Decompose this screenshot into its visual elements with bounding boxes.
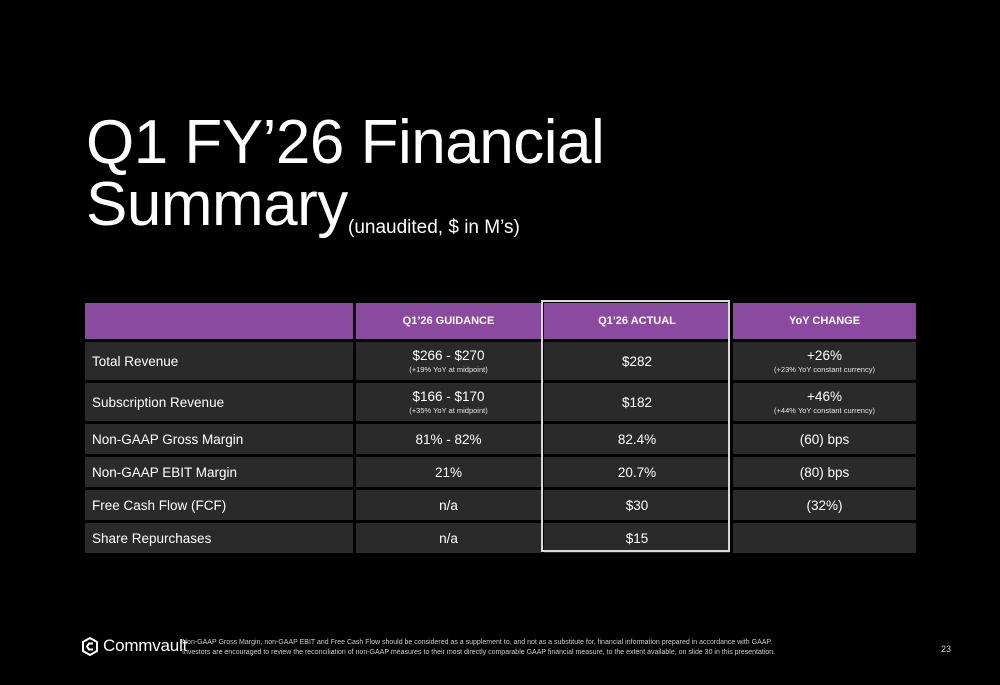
slide-title: Q1 FY’26 Financial Summary xyxy=(86,108,605,239)
actual-value: $282 xyxy=(544,342,730,380)
guidance-value: $266 - $270 xyxy=(412,348,485,363)
yoy-note: (+44% YoY constant currency) xyxy=(774,406,875,415)
yoy-value: +46% xyxy=(807,389,842,404)
actual-value: $30 xyxy=(544,490,730,520)
guidance-value: 21% xyxy=(356,457,541,487)
table-row: Non-GAAP Gross Margin 81% - 82% 82.4% (6… xyxy=(85,424,916,454)
metric-label: Total Revenue xyxy=(85,342,353,380)
slide-subtitle: (unaudited, $ in M’s) xyxy=(348,217,520,238)
table-row: Non-GAAP EBIT Margin 21% 20.7% (80) bps xyxy=(85,457,916,487)
title-line-1: Q1 FY’26 Financial xyxy=(86,108,605,177)
yoy-cell: +46% (+44% YoY constant currency) xyxy=(733,383,916,421)
footnote: Non-GAAP Gross Margin, non-GAAP EBIT and… xyxy=(182,638,775,658)
table-header-row: Q1’26 GUIDANCE Q1’26 ACTUAL YoY CHANGE xyxy=(85,303,916,339)
yoy-value xyxy=(733,523,916,553)
metric-label: Share Repurchases xyxy=(85,523,353,553)
actual-value: $15 xyxy=(544,523,730,553)
guidance-value: n/a xyxy=(356,490,541,520)
metric-label: Non-GAAP EBIT Margin xyxy=(85,457,353,487)
guidance-note: (+19% YoY at midpoint) xyxy=(409,365,488,374)
logo-text: Commvault xyxy=(103,636,188,655)
title-line-2: Summary xyxy=(86,170,348,239)
yoy-value: (32%) xyxy=(733,490,916,520)
guidance-cell: $266 - $270 (+19% YoY at midpoint) xyxy=(356,342,541,380)
table-row: Subscription Revenue $166 - $170 (+35% Y… xyxy=(85,383,916,421)
footnote-line-1: Non-GAAP Gross Margin, non-GAAP EBIT and… xyxy=(182,639,773,646)
metric-label: Subscription Revenue xyxy=(85,383,353,421)
yoy-value: (60) bps xyxy=(733,424,916,454)
page-number: 23 xyxy=(941,644,952,654)
table-row: Free Cash Flow (FCF) n/a $30 (32%) xyxy=(85,490,916,520)
actual-value: 20.7% xyxy=(544,457,730,487)
table-row: Total Revenue $266 - $270 (+19% YoY at m… xyxy=(85,342,916,380)
guidance-cell: $166 - $170 (+35% YoY at midpoint) xyxy=(356,383,541,421)
header-cell-actual: Q1’26 ACTUAL xyxy=(544,303,730,339)
metric-label: Non-GAAP Gross Margin xyxy=(85,424,353,454)
yoy-value: +26% xyxy=(807,348,842,363)
guidance-note: (+35% YoY at midpoint) xyxy=(409,406,488,415)
yoy-cell: +26% (+23% YoY constant currency) xyxy=(733,342,916,380)
guidance-value: 81% - 82% xyxy=(356,424,541,454)
guidance-value: $166 - $170 xyxy=(412,389,485,404)
header-cell-metric xyxy=(85,303,353,339)
guidance-value: n/a xyxy=(356,523,541,553)
metric-label: Free Cash Flow (FCF) xyxy=(85,490,353,520)
header-cell-yoy: YoY CHANGE xyxy=(733,303,916,339)
actual-value: $182 xyxy=(544,383,730,421)
financial-summary-table: Q1’26 GUIDANCE Q1’26 ACTUAL YoY CHANGE T… xyxy=(85,303,916,556)
commvault-logo: Commvault xyxy=(82,636,187,656)
commvault-logo-icon xyxy=(82,636,98,656)
yoy-value: (80) bps xyxy=(733,457,916,487)
yoy-note: (+23% YoY constant currency) xyxy=(774,365,875,374)
actual-value: 82.4% xyxy=(544,424,730,454)
footnote-line-2: Investors are encouraged to review the r… xyxy=(182,649,776,656)
table-row: Share Repurchases n/a $15 xyxy=(85,523,916,553)
header-cell-guidance: Q1’26 GUIDANCE xyxy=(356,303,541,339)
